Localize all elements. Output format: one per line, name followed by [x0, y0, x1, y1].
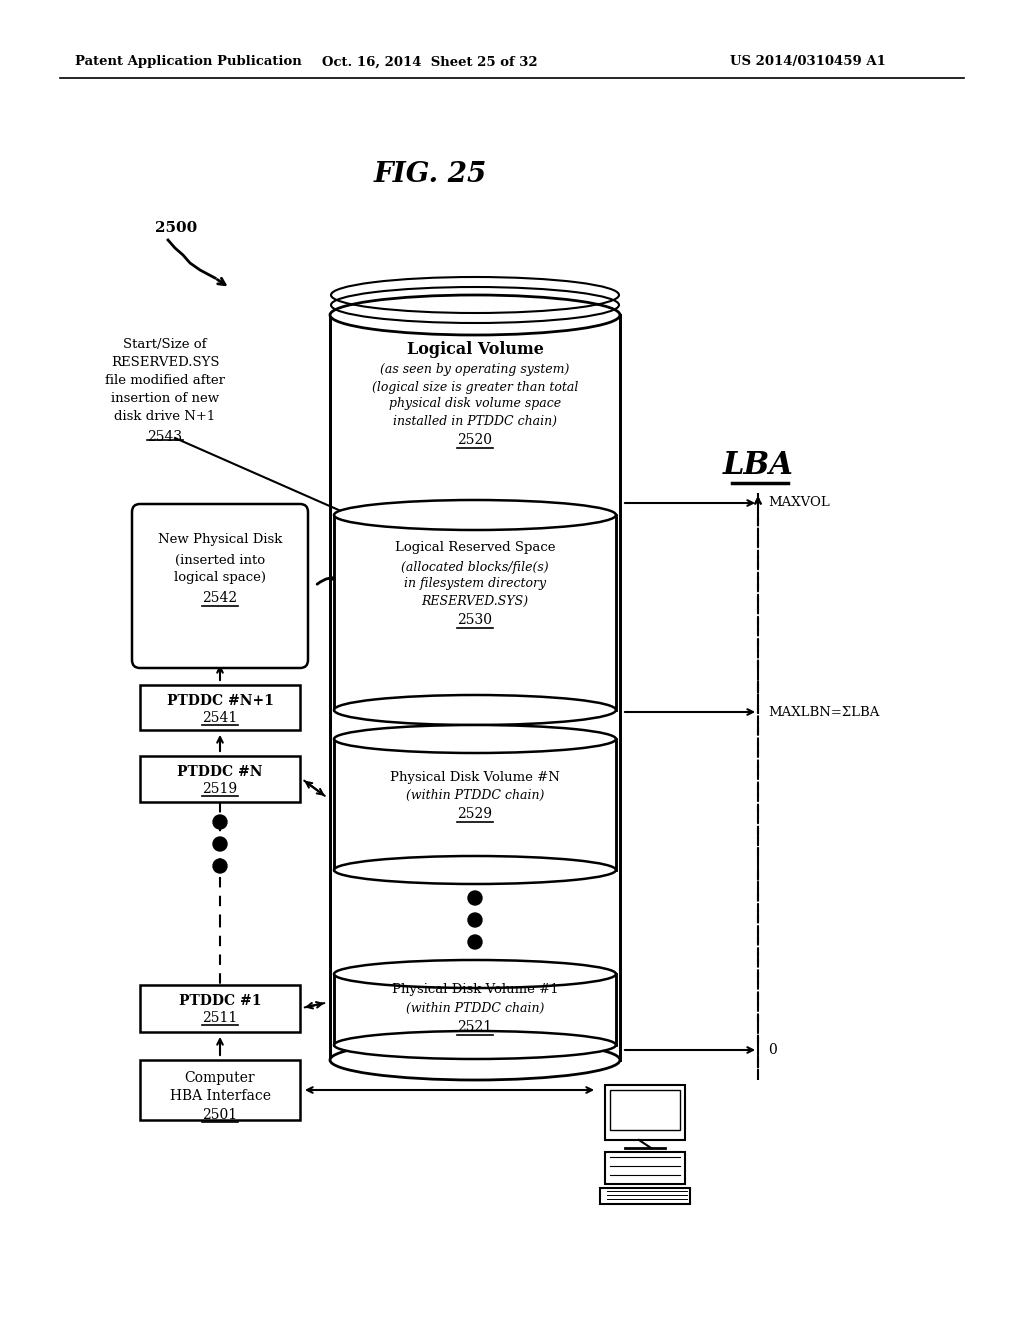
Text: MAXVOL: MAXVOL — [768, 496, 829, 510]
Ellipse shape — [334, 696, 616, 725]
Text: Patent Application Publication: Patent Application Publication — [75, 55, 302, 69]
Text: FIG. 25: FIG. 25 — [374, 161, 486, 189]
Text: LBA: LBA — [723, 450, 794, 480]
Text: 2529: 2529 — [458, 807, 493, 821]
Circle shape — [213, 814, 227, 829]
Text: Computer: Computer — [184, 1071, 255, 1085]
Ellipse shape — [334, 1031, 616, 1059]
Text: installed in PTDDC chain): installed in PTDDC chain) — [393, 414, 557, 428]
Text: 2541: 2541 — [203, 711, 238, 725]
Text: Logical Reserved Space: Logical Reserved Space — [394, 541, 555, 554]
Text: Start/Size of: Start/Size of — [123, 338, 207, 351]
Ellipse shape — [334, 960, 616, 987]
Text: PTDDC #1: PTDDC #1 — [179, 994, 261, 1008]
Text: Physical Disk Volume #N: Physical Disk Volume #N — [390, 771, 560, 784]
Text: RESERVED.SYS): RESERVED.SYS) — [422, 594, 528, 607]
Circle shape — [468, 891, 482, 906]
Bar — [330, 315, 620, 1060]
Bar — [140, 1060, 300, 1119]
Text: logical space): logical space) — [174, 572, 266, 585]
Text: Oct. 16, 2014  Sheet 25 of 32: Oct. 16, 2014 Sheet 25 of 32 — [323, 55, 538, 69]
Ellipse shape — [334, 855, 616, 884]
Text: (inserted into: (inserted into — [175, 553, 265, 566]
Text: PTDDC #N: PTDDC #N — [177, 766, 263, 779]
Bar — [140, 756, 300, 803]
Text: physical disk volume space: physical disk volume space — [389, 397, 561, 411]
Text: 2542: 2542 — [203, 591, 238, 605]
Text: (allocated blocks/file(s): (allocated blocks/file(s) — [401, 561, 549, 573]
Ellipse shape — [334, 725, 616, 752]
Circle shape — [213, 837, 227, 851]
Text: MAXLBN=ΣLBA: MAXLBN=ΣLBA — [768, 705, 880, 718]
Text: (as seen by operating system): (as seen by operating system) — [380, 363, 569, 376]
Text: RESERVED.SYS: RESERVED.SYS — [111, 356, 219, 370]
Text: Physical Disk Volume #1: Physical Disk Volume #1 — [392, 983, 558, 997]
Text: disk drive N+1: disk drive N+1 — [115, 411, 216, 422]
Bar — [605, 1085, 685, 1140]
Text: (within PTDDC chain): (within PTDDC chain) — [406, 788, 544, 801]
Ellipse shape — [334, 500, 616, 531]
Text: 2511: 2511 — [203, 1011, 238, 1026]
Bar — [334, 739, 616, 870]
Text: HBA Interface: HBA Interface — [170, 1089, 270, 1104]
Text: Logical Volume: Logical Volume — [407, 342, 544, 359]
Circle shape — [213, 859, 227, 873]
Text: New Physical Disk: New Physical Disk — [158, 533, 283, 546]
Text: 2521: 2521 — [458, 1020, 493, 1034]
Text: 2543: 2543 — [147, 430, 182, 444]
Bar — [140, 985, 300, 1032]
Text: (within PTDDC chain): (within PTDDC chain) — [406, 1002, 544, 1015]
Bar — [610, 1090, 680, 1130]
Text: 2500: 2500 — [155, 220, 198, 235]
Circle shape — [468, 913, 482, 927]
Text: 2501: 2501 — [203, 1107, 238, 1122]
Bar — [334, 974, 616, 1045]
Bar — [605, 1152, 685, 1184]
FancyBboxPatch shape — [132, 504, 308, 668]
Text: 0: 0 — [768, 1043, 777, 1057]
Text: US 2014/0310459 A1: US 2014/0310459 A1 — [730, 55, 886, 69]
Ellipse shape — [330, 294, 620, 335]
Text: 2519: 2519 — [203, 781, 238, 796]
Text: 2530: 2530 — [458, 612, 493, 627]
Bar — [334, 515, 616, 710]
Text: 2520: 2520 — [458, 433, 493, 447]
Text: (logical size is greater than total: (logical size is greater than total — [372, 380, 579, 393]
Circle shape — [468, 935, 482, 949]
Text: file modified after: file modified after — [105, 374, 225, 387]
Text: PTDDC #N+1: PTDDC #N+1 — [167, 694, 273, 708]
Bar — [140, 685, 300, 730]
Bar — [600, 1188, 690, 1204]
Text: in filesystem directory: in filesystem directory — [403, 578, 546, 590]
Text: insertion of new: insertion of new — [111, 392, 219, 405]
Ellipse shape — [330, 1040, 620, 1080]
